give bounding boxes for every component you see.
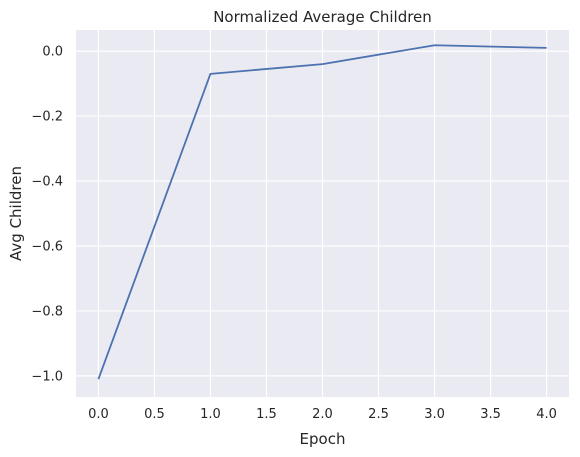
y-tick-label: −0.6 [31, 239, 63, 254]
x-tick-label: 3.5 [480, 407, 501, 422]
y-axis-title: Avg Children [7, 166, 25, 261]
x-tick-label: 0.0 [88, 407, 109, 422]
grid-lines [76, 30, 569, 397]
x-tick-labels: 0.0 0.5 1.0 1.5 2.0 2.5 3.0 3.5 4.0 [88, 407, 557, 422]
x-tick-label: 3.0 [424, 407, 445, 422]
y-tick-label: −0.4 [31, 175, 63, 190]
y-tick-label: −0.8 [31, 304, 63, 319]
x-tick-label: 2.0 [312, 407, 333, 422]
y-tick-label: −1.0 [31, 369, 63, 384]
x-tick-label: 1.5 [256, 407, 277, 422]
y-tick-label: −0.2 [31, 110, 63, 125]
y-tick-label: 0.0 [42, 45, 63, 60]
x-tick-label: 4.0 [536, 407, 557, 422]
x-tick-label: 0.5 [144, 407, 165, 422]
chart-title: Normalized Average Children [213, 8, 432, 26]
series-line [97, 44, 547, 380]
series-layer [97, 44, 547, 380]
x-axis-title: Epoch [300, 430, 346, 448]
x-tick-label: 2.5 [368, 407, 389, 422]
x-tick-label: 1.0 [200, 407, 221, 422]
y-tick-labels: 0.0 −0.2 −0.4 −0.6 −0.8 −1.0 [31, 45, 63, 385]
